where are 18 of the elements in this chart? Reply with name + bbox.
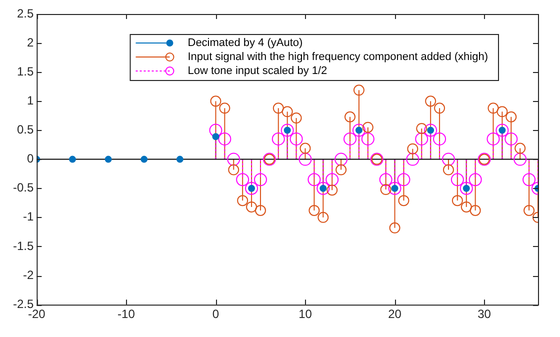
y-tick-label: -1 xyxy=(23,210,34,224)
y-tick-label: -2 xyxy=(23,268,34,282)
x-tick-label: 20 xyxy=(388,307,402,322)
legend-label: Input signal with the high frequency component added (xhigh) xyxy=(188,51,488,64)
legend-label: Decimated by 4 (yAuto) xyxy=(188,37,303,50)
legend-label: Low tone input scaled by 1/2 xyxy=(188,65,328,78)
x-tick-label: -10 xyxy=(118,307,136,322)
y-tick-label: 1 xyxy=(26,93,34,108)
y-tick-label: -0.5 xyxy=(12,180,34,195)
x-tick-label: 30 xyxy=(478,307,492,322)
y-tick-label: 2.5 xyxy=(16,6,34,20)
y-tick-label: 1.5 xyxy=(16,64,34,78)
x-tick-label: 0 xyxy=(212,307,220,322)
y-tick-label: 0.5 xyxy=(16,122,34,137)
y-tick-label: 2 xyxy=(26,35,34,50)
y-tick-label: 0 xyxy=(26,152,34,166)
y-tick-label: -1.5 xyxy=(12,238,34,253)
x-tick-label: 10 xyxy=(298,307,312,322)
